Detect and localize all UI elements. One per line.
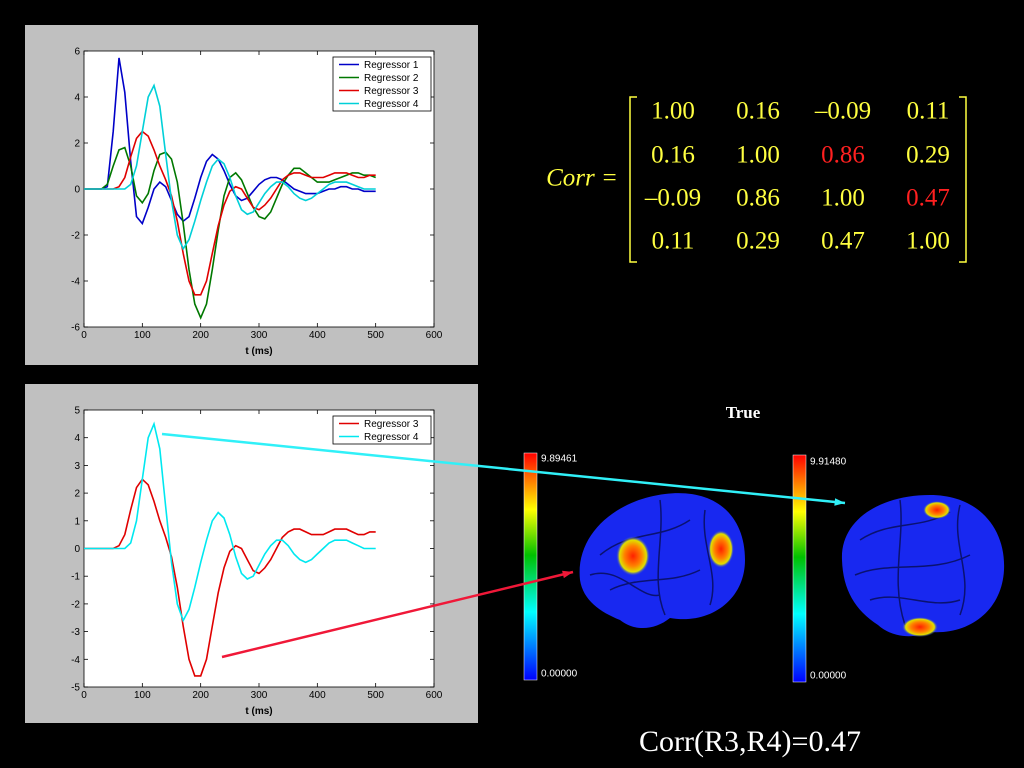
matrix-cell: 0.11 xyxy=(652,228,695,255)
matrix-cell: –0.09 xyxy=(814,98,871,125)
colorbar xyxy=(523,452,538,681)
x-tick-label: 100 xyxy=(134,690,151,701)
y-tick-label: -4 xyxy=(71,655,80,666)
colorbar xyxy=(792,454,807,683)
y-tick-label: -1 xyxy=(71,572,80,583)
brain-title: True xyxy=(726,403,761,422)
chart: 0 100 200 300 400 500 600 -6 -4 -2 0 2 4 6 t (ms) Regre… xyxy=(25,25,478,365)
matrix-cell: 0.29 xyxy=(736,228,780,255)
y-tick-label: 3 xyxy=(74,461,80,472)
x-tick-label: 300 xyxy=(251,330,268,341)
line-series xyxy=(84,83,376,251)
matrix-cell: 0.16 xyxy=(651,142,695,169)
y-tick-label: 2 xyxy=(74,489,80,500)
legend-box xyxy=(332,415,432,445)
matrix-cell: 0.29 xyxy=(906,142,950,169)
matrix-cell: 1.00 xyxy=(736,142,780,169)
x-tick-label: 600 xyxy=(426,330,443,341)
y-tick-label: -2 xyxy=(71,231,80,242)
y-tick-label: -6 xyxy=(71,323,80,334)
arrow-head xyxy=(834,498,845,506)
arrow xyxy=(161,432,846,505)
matrix-cell: 1.00 xyxy=(821,185,865,212)
caption: Corr(R3,R4)=0.47 xyxy=(639,725,861,758)
chart: 0 100 200 300 400 500 600 -5 -4 -3 -2 -1 0 1 2 3 4 5 t (ms… xyxy=(25,384,478,723)
x-axis-label: t (ms) xyxy=(245,346,272,357)
legend-box xyxy=(332,56,432,112)
y-tick-label: 4 xyxy=(74,93,80,104)
y-tick-label: -4 xyxy=(71,277,80,288)
legend-label: Regressor 4 xyxy=(364,99,419,110)
plot-area xyxy=(83,409,435,688)
line-series xyxy=(84,421,376,623)
x-tick-label: 500 xyxy=(367,330,384,341)
line-series xyxy=(84,130,376,296)
arrow xyxy=(221,570,574,659)
y-tick-label: 0 xyxy=(74,185,80,196)
x-tick-label: 0 xyxy=(81,330,87,341)
matrix: 1.00 0.16 –0.09 0.11 0.16 1.00 0.86 0.29 –0.09 0.… xyxy=(644,98,950,255)
x-axis-label: t (ms) xyxy=(245,706,272,717)
line-series xyxy=(84,478,376,677)
matrix-cell: –0.09 xyxy=(644,185,701,212)
colorbar-min: 0.00000 xyxy=(810,671,847,682)
x-tick-label: 400 xyxy=(309,690,326,701)
legend-label: Regressor 3 xyxy=(364,419,419,430)
colorbar-min: 0.00000 xyxy=(541,669,578,680)
matrix-cell: 0.86 xyxy=(821,142,865,169)
legend-label: Regressor 1 xyxy=(364,60,419,71)
y-tick-label: 5 xyxy=(74,406,80,417)
matrix-label: Corr = xyxy=(546,165,618,192)
y-tick-label: 6 xyxy=(74,47,80,58)
brain-right xyxy=(841,495,1005,637)
x-tick-label: 400 xyxy=(309,330,326,341)
y-tick-label: 4 xyxy=(74,433,80,444)
y-tick-label: -5 xyxy=(71,683,80,694)
matrix-cell: 0.16 xyxy=(736,98,780,125)
y-tick-label: -2 xyxy=(71,599,80,610)
legend-label: Regressor 2 xyxy=(364,73,419,84)
legend-label: Regressor 3 xyxy=(364,86,419,97)
y-tick-label: 1 xyxy=(74,516,80,527)
colorbar-max: 9.89461 xyxy=(541,454,578,465)
x-tick-label: 200 xyxy=(192,330,209,341)
x-tick-label: 300 xyxy=(251,690,268,701)
matrix-cell: 0.47 xyxy=(906,185,950,212)
arrow-head xyxy=(562,570,573,579)
matrix-cell: 0.86 xyxy=(736,185,780,212)
y-tick-label: 2 xyxy=(74,139,80,150)
legend-label: Regressor 4 xyxy=(364,432,419,443)
colorbar-max: 9.91480 xyxy=(810,457,847,468)
matrix-cell: 0.47 xyxy=(821,228,865,255)
matrix-cell: 1.00 xyxy=(906,228,950,255)
y-tick-label: -3 xyxy=(71,627,80,638)
x-tick-label: 200 xyxy=(192,690,209,701)
matrix-brackets xyxy=(629,96,967,263)
x-tick-label: 0 xyxy=(81,690,87,701)
x-tick-label: 500 xyxy=(367,690,384,701)
matrix-cell: 0.11 xyxy=(907,98,950,125)
brain-left xyxy=(579,493,745,629)
matrix-cell: 1.00 xyxy=(651,98,695,125)
x-tick-label: 600 xyxy=(426,690,443,701)
y-tick-label: 0 xyxy=(74,544,80,555)
x-tick-label: 100 xyxy=(134,330,151,341)
